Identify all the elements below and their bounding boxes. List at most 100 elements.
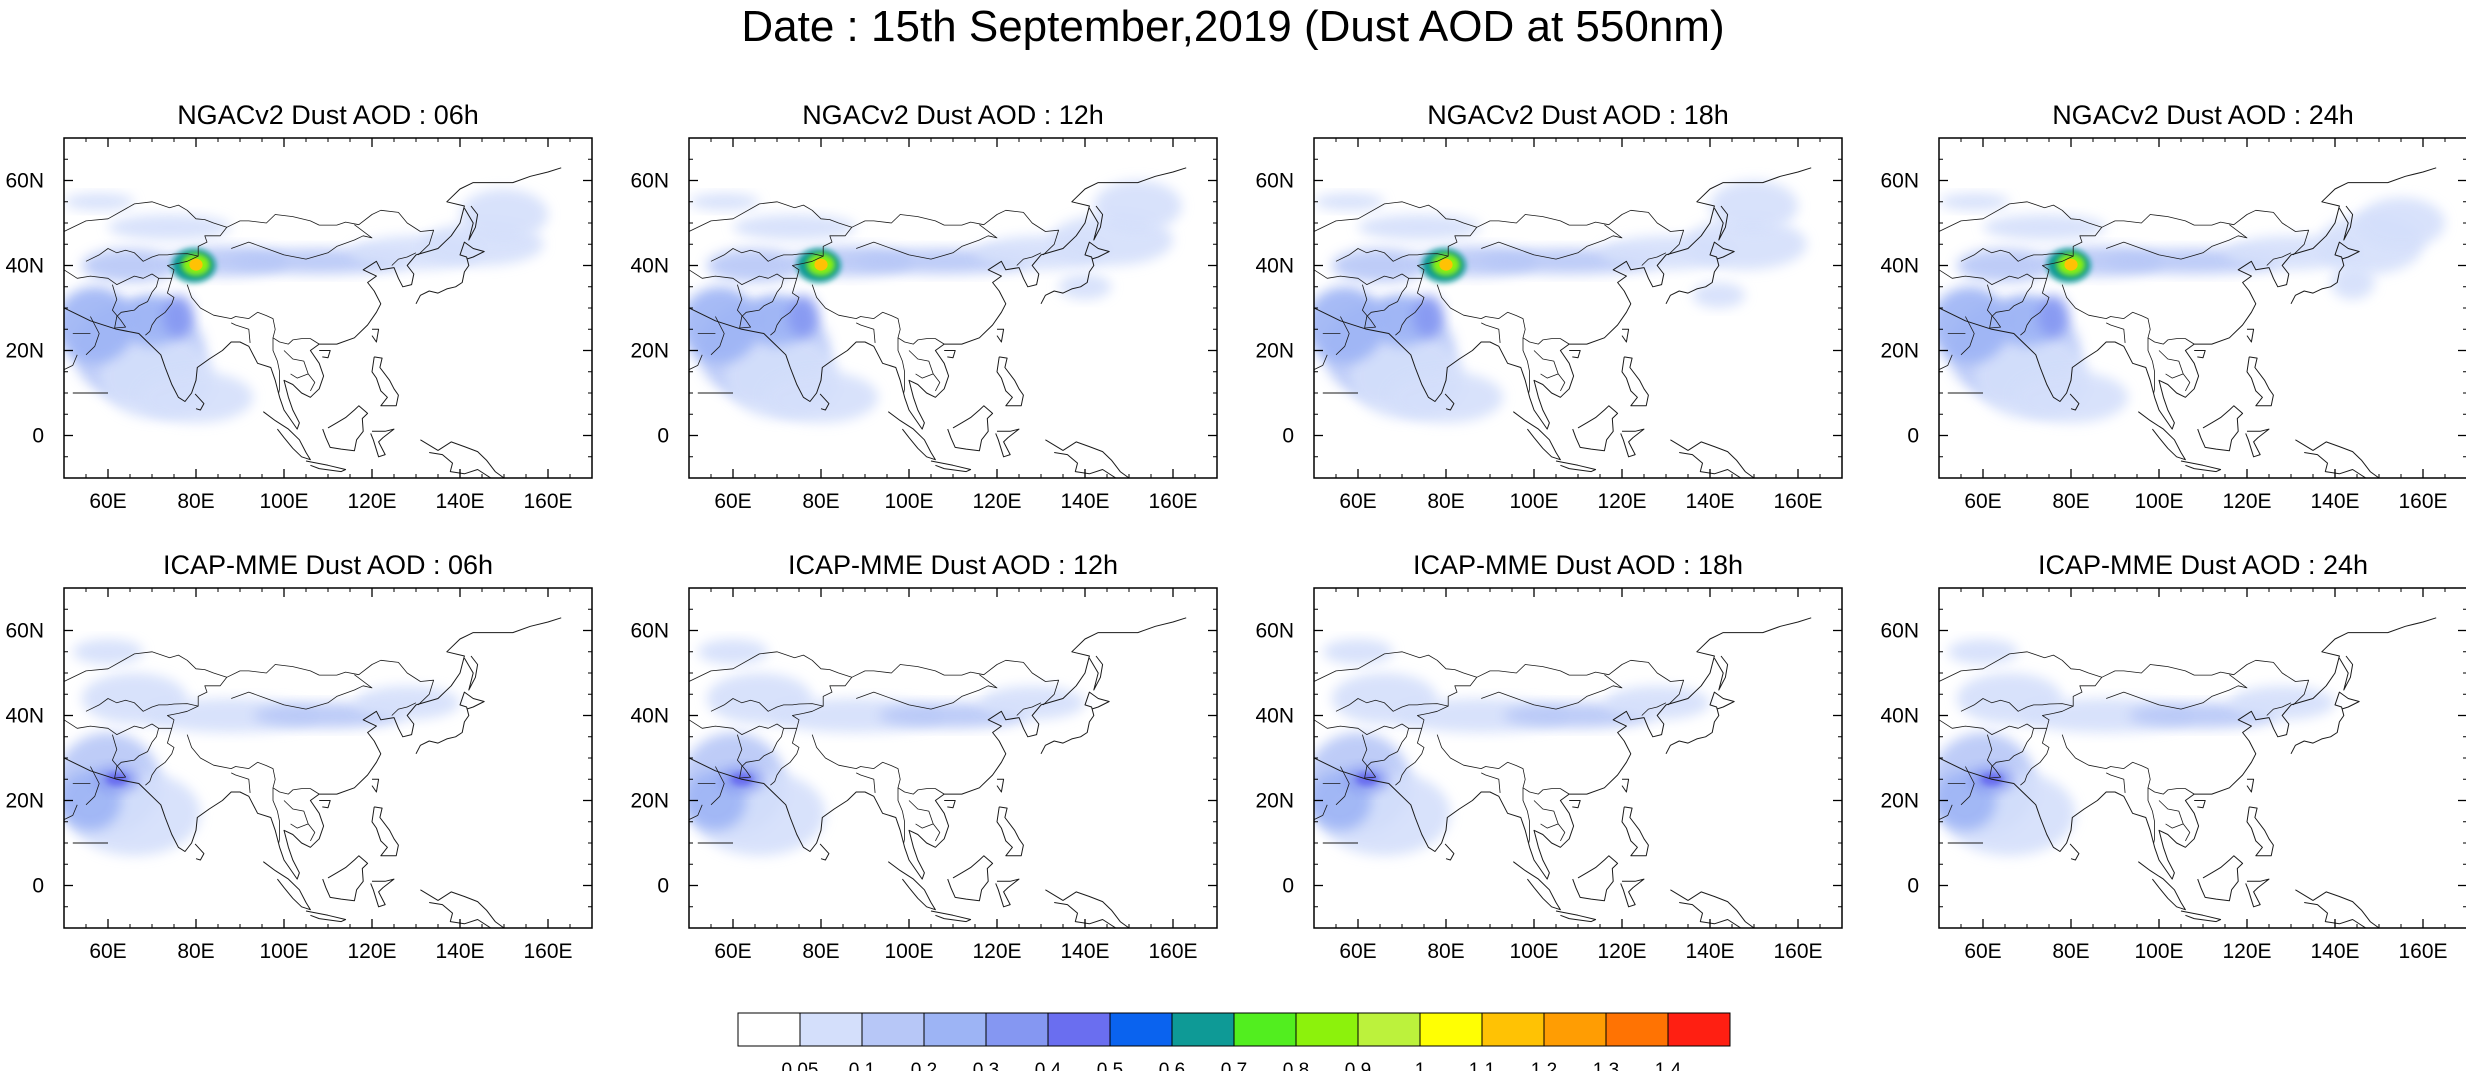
dust-hotspot	[1439, 258, 1453, 271]
lat-tick-label: 40N	[1255, 705, 1294, 728]
colorbar-label: 1.3	[1593, 1060, 1619, 1071]
lon-tick-label: 120E	[1597, 940, 1646, 963]
lon-tick-label: 120E	[972, 940, 1021, 963]
dust-plume	[1983, 214, 2107, 240]
lat-tick-label: 0	[657, 875, 669, 898]
lat-tick-label: 40N	[5, 255, 44, 278]
dust-plume	[2013, 371, 2129, 423]
dust-plume	[1692, 282, 1746, 308]
dust-plume	[706, 248, 804, 283]
colorbar-swatch	[1171, 1012, 1235, 1047]
lat-tick-label: 40N	[1880, 705, 1919, 728]
lon-tick-label: 100E	[884, 940, 933, 963]
dust-plume	[1093, 180, 1182, 232]
dust-plume	[1331, 673, 1438, 724]
panel-title: NGACv2 Dust AOD : 12h	[802, 100, 1104, 130]
panel-title: NGACv2 Dust AOD : 06h	[177, 100, 479, 130]
lon-tick-label: 100E	[1509, 490, 1558, 513]
lon-tick-label: 140E	[435, 940, 484, 963]
dust-plume	[163, 295, 194, 338]
dust-plume	[1058, 274, 1112, 300]
lat-tick-label: 20N	[5, 790, 44, 813]
coastlines	[1314, 167, 1812, 478]
lon-tick-label: 60E	[89, 490, 126, 513]
lat-tick-label: 40N	[5, 705, 44, 728]
coastlines	[689, 167, 1187, 478]
figure-title: Date : 15th September,2019 (Dust AOD at …	[741, 2, 1725, 51]
colorbar-label: 1.2	[1531, 1060, 1557, 1071]
dust-plume	[2229, 685, 2335, 720]
lon-tick-label: 120E	[347, 490, 396, 513]
map-panel: NGACv2 Dust AOD : 24h 60E 80E 100E 120E 140E 1…	[1880, 100, 2466, 513]
colorbar-label: 0.7	[1221, 1060, 1247, 1071]
dust-plume	[64, 286, 135, 364]
dust-plume	[1956, 248, 2054, 283]
colorbar-swatch	[861, 1012, 925, 1047]
lon-tick-label: 80E	[802, 490, 839, 513]
lon-tick-label: 160E	[1148, 940, 1197, 963]
lat-tick-label: 20N	[1880, 340, 1919, 363]
lat-tick-label: 20N	[1880, 790, 1919, 813]
lat-tick-label: 40N	[1880, 255, 1919, 278]
lat-tick-label: 0	[1907, 875, 1919, 898]
lat-tick-label: 60N	[1880, 170, 1919, 193]
colorbar-label: 0.8	[1283, 1060, 1309, 1071]
map-panel: NGACv2 Dust AOD : 06h 60E 80E 100E 120E 140E 1…	[5, 100, 593, 513]
dust-plume	[460, 189, 548, 240]
dust-aod-field	[1314, 180, 1807, 423]
lon-tick-label: 120E	[1597, 490, 1646, 513]
colorbar-swatch	[737, 1012, 801, 1047]
dust-aod-field	[689, 639, 1085, 856]
lon-tick-label: 140E	[1685, 940, 1734, 963]
dust-plume	[138, 371, 254, 423]
colorbar-swatch	[1295, 1012, 1359, 1047]
lat-tick-label: 0	[1907, 425, 1919, 448]
coastlines	[1939, 617, 2437, 928]
lon-tick-label: 60E	[89, 940, 126, 963]
dust-plume	[1939, 286, 2010, 364]
lat-tick-label: 20N	[630, 340, 669, 363]
lat-tick-label: 40N	[630, 255, 669, 278]
lon-tick-label: 120E	[972, 490, 1021, 513]
lat-tick-label: 60N	[1880, 620, 1919, 643]
dust-plume	[354, 685, 461, 720]
map-panels: NGACv2 Dust AOD : 06h 60E 80E 100E 120E 140E 1…	[5, 100, 2466, 963]
map-panel: ICAP-MME Dust AOD : 18h 60E 80E 100E 120E 140…	[1255, 550, 1843, 963]
dust-plume	[2330, 265, 2375, 300]
lon-tick-label: 140E	[1060, 940, 1109, 963]
dust-plume	[697, 639, 769, 665]
lon-tick-label: 80E	[177, 490, 214, 513]
lon-tick-label: 100E	[2134, 490, 2183, 513]
colorbar-swatch	[1481, 1012, 1545, 1047]
colorbar-label: 0.05	[782, 1060, 819, 1071]
lon-tick-label: 60E	[1339, 490, 1376, 513]
colorbar-label: 0.4	[1035, 1060, 1062, 1071]
lon-tick-label: 140E	[435, 490, 484, 513]
lat-tick-label: 20N	[1255, 790, 1294, 813]
lon-tick-label: 100E	[1509, 940, 1558, 963]
lat-tick-label: 0	[32, 425, 44, 448]
colorbar-swatch	[1047, 1012, 1111, 1047]
lon-tick-label: 140E	[1685, 490, 1734, 513]
lon-tick-label: 140E	[1060, 490, 1109, 513]
colorbar-swatch	[985, 1012, 1049, 1047]
map-panel: ICAP-MME Dust AOD : 12h 60E 80E 100E 120E 140…	[630, 550, 1218, 963]
dust-hotspot	[2064, 258, 2078, 271]
map-panel: ICAP-MME Dust AOD : 24h 60E 80E 100E 120E 140…	[1880, 550, 2466, 963]
lat-tick-label: 40N	[630, 705, 669, 728]
lat-tick-label: 20N	[1255, 340, 1294, 363]
lat-tick-label: 60N	[630, 620, 669, 643]
panel-title: NGACv2 Dust AOD : 24h	[2052, 100, 2354, 130]
lon-tick-label: 60E	[1964, 940, 2001, 963]
lat-tick-label: 60N	[1255, 620, 1294, 643]
dust-hotspot	[189, 258, 203, 271]
lat-tick-label: 0	[32, 875, 44, 898]
lat-tick-label: 60N	[5, 620, 44, 643]
dust-plume	[689, 286, 760, 364]
coastlines	[64, 617, 562, 928]
lon-tick-label: 100E	[884, 490, 933, 513]
lon-tick-label: 140E	[2310, 940, 2359, 963]
lon-tick-label: 60E	[1964, 490, 2001, 513]
lon-tick-label: 140E	[2310, 490, 2359, 513]
dust-plume	[81, 673, 188, 724]
